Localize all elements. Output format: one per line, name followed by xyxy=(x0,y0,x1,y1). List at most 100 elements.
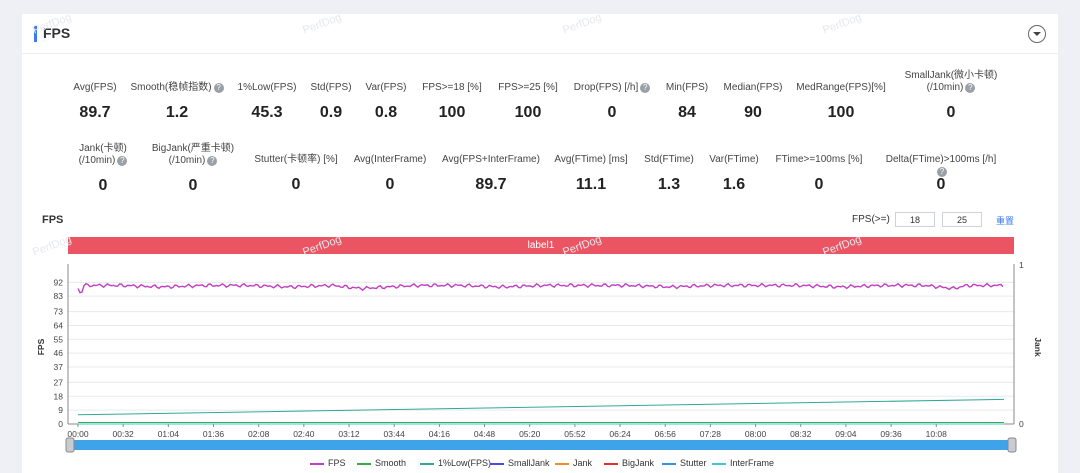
stat-label: MedRange(FPS)[%] xyxy=(781,82,901,94)
stat-label: Avg(FPS+InterFrame) xyxy=(431,154,551,166)
help-icon[interactable]: ? xyxy=(117,156,128,166)
fps-chart[interactable]: 0 9 18 27 37 46 55 64 73 83 92 1 0 FPS Jank 00:00 00:32 0… xyxy=(22,258,1058,456)
stat-label-text: 1%Low(FPS) xyxy=(237,82,297,93)
help-icon[interactable]: ? xyxy=(207,156,218,166)
legend-swatch-icon xyxy=(490,462,504,465)
stat-row2-6: Std(FTime) 1.3 xyxy=(609,154,729,193)
stat-row1-8: Min(FPS) 84 xyxy=(627,82,747,121)
legend-item-stutter[interactable]: Stutter xyxy=(662,458,707,468)
y2-tick-label: 1 xyxy=(1019,260,1024,270)
legend-swatch-icon xyxy=(604,462,618,465)
perfdog-watermark: PerfDog xyxy=(31,233,74,259)
x-tick-label: 09:36 xyxy=(880,429,902,439)
help-icon[interactable]: ? xyxy=(965,83,976,93)
stat-row1-1: Smooth(稳帧指数)? 1.2 xyxy=(117,82,237,121)
legend-swatch-icon xyxy=(420,462,434,465)
legend-item-fps[interactable]: FPS xyxy=(310,458,346,468)
x-tick-label: 00:00 xyxy=(67,429,89,439)
stat-label: Stutter(卡顿率) [%] xyxy=(236,154,356,166)
legend-label: BigJank xyxy=(622,458,655,468)
legend-item-bigjank[interactable]: BigJank xyxy=(604,458,654,468)
stat-label-text: MedRange(FPS)[%] xyxy=(796,82,886,93)
x-tick-label: 08:32 xyxy=(790,429,812,439)
fps-threshold-input-2[interactable] xyxy=(942,212,982,227)
y-tick-label: 9 xyxy=(58,405,63,415)
stat-label: 1%Low(FPS) xyxy=(207,82,327,94)
stat-label: Drop(FPS) [/h]? xyxy=(552,82,672,94)
stat-row1-4: Var(FPS) 0.8 xyxy=(326,82,446,121)
stat-row1-3: Std(FPS) 0.9 xyxy=(271,82,391,121)
stat-row1-7: Drop(FPS) [/h]? 0 xyxy=(552,82,672,121)
stat-value: 0 xyxy=(291,176,301,193)
stat-row1-0: Avg(FPS) 89.7 xyxy=(35,82,155,121)
stat-label-text: Stutter(卡顿率) [%] xyxy=(254,154,338,165)
stat-label: Std(FTime) xyxy=(609,154,729,166)
stat-value: 100 xyxy=(514,104,542,121)
legend-label: SmallJank xyxy=(508,458,550,468)
stat-row1-11: SmallJank(微小卡顿) (/10min)? 0 xyxy=(891,70,1011,121)
stat-label-text: Min(FPS) xyxy=(665,82,709,93)
legend-label: Jank xyxy=(573,458,593,468)
legend-label: FPS xyxy=(328,458,346,468)
y-tick-label: 18 xyxy=(54,391,64,401)
legend-swatch-icon xyxy=(555,462,569,465)
legend-label: 1%Low(FPS) xyxy=(438,458,492,468)
stat-label: Median(FPS) xyxy=(693,82,813,94)
stat-value: 0 xyxy=(936,176,946,193)
stat-label-text: FPS>=25 [%] xyxy=(498,82,558,93)
x-tick-label: 04:48 xyxy=(474,429,496,439)
stat-label-text: Var(FTime) xyxy=(709,154,759,165)
legend-item-smalljank[interactable]: SmallJank xyxy=(490,458,550,468)
legend-item-jank[interactable]: Jank xyxy=(555,458,592,468)
x-tick-label: 05:20 xyxy=(519,429,541,439)
series-line-1-low-fps-[interactable] xyxy=(77,398,1005,416)
stat-label: Jank(卡顿) xyxy=(43,143,163,155)
stat-value: 89.7 xyxy=(79,104,111,121)
stat-label-text: Avg(FTime) [ms] xyxy=(554,154,628,165)
legend-item-smooth[interactable]: Smooth xyxy=(357,458,406,468)
collapse-chevron-icon[interactable] xyxy=(1028,25,1046,43)
stat-value: 100 xyxy=(438,104,466,121)
zoom-slider-track[interactable] xyxy=(68,440,1014,450)
x-tick-label: 06:56 xyxy=(655,429,677,439)
help-icon[interactable]: ? xyxy=(640,83,651,93)
fps-threshold-label: FPS(>=) xyxy=(852,214,890,225)
stat-label: Avg(InterFrame) xyxy=(330,154,450,166)
label-bar[interactable]: label1 xyxy=(68,237,1014,254)
stat-label: Min(FPS) xyxy=(627,82,747,94)
fps-threshold-input-1[interactable] xyxy=(895,212,935,227)
y-tick-label: 73 xyxy=(54,307,64,317)
zoom-slider-handle-left[interactable] xyxy=(65,437,75,453)
legend-swatch-icon xyxy=(712,462,726,465)
stat-label-text: BigJank(严重卡顿) xyxy=(151,143,235,154)
legend-item-1-low-fps-[interactable]: 1%Low(FPS) xyxy=(420,458,491,468)
x-tick-label: 02:08 xyxy=(248,429,270,439)
chart-legend: FPS Smooth 1%Low(FPS) SmallJank Jank BigJank S… xyxy=(22,458,1058,472)
help-icon[interactable]: ? xyxy=(213,83,224,93)
stat-label: Std(FPS) xyxy=(271,82,391,94)
stat-row2-4: Avg(FPS+InterFrame) 89.7 xyxy=(431,154,551,193)
stat-label-text: Jank(卡顿) xyxy=(79,143,127,154)
stat-row2-9: Delta(FTime)>100ms [/h]? 0 xyxy=(881,154,1001,193)
stat-value: 0 xyxy=(385,176,395,193)
stat-row2-1: BigJank(严重卡顿) (/10min)? 0 xyxy=(133,143,253,194)
zoom-slider-handle-right[interactable] xyxy=(1007,437,1017,453)
stat-label: SmallJank(微小卡顿) xyxy=(891,70,1011,82)
x-tick-label: 10:08 xyxy=(926,429,948,439)
y-tick-label: 46 xyxy=(54,348,64,358)
y-tick-label: 64 xyxy=(54,320,64,330)
stat-row1-5: FPS>=18 [%] 100 xyxy=(392,82,512,121)
legend-item-interframe[interactable]: InterFrame xyxy=(712,458,774,468)
series-line-fps[interactable] xyxy=(77,282,1004,294)
stat-row1-10: MedRange(FPS)[%] 100 xyxy=(781,82,901,121)
x-tick-label: 01:36 xyxy=(203,429,225,439)
stat-label-line2: (/10min)? xyxy=(891,82,1011,94)
stat-value: 0.9 xyxy=(319,104,343,121)
stat-label-text: Avg(FPS+InterFrame) xyxy=(442,154,540,165)
stat-label-unit: (/10min) xyxy=(168,155,206,166)
stat-value: 1.3 xyxy=(657,176,681,193)
reset-link[interactable]: 重置 xyxy=(996,216,1015,226)
y-tick-label: 92 xyxy=(54,277,64,287)
fps-card: FPS Avg(FPS) 89.7 Smooth(稳帧指数)? 1.2 1%Low(FP… xyxy=(22,11,1058,473)
help-icon[interactable]: ? xyxy=(937,167,947,177)
